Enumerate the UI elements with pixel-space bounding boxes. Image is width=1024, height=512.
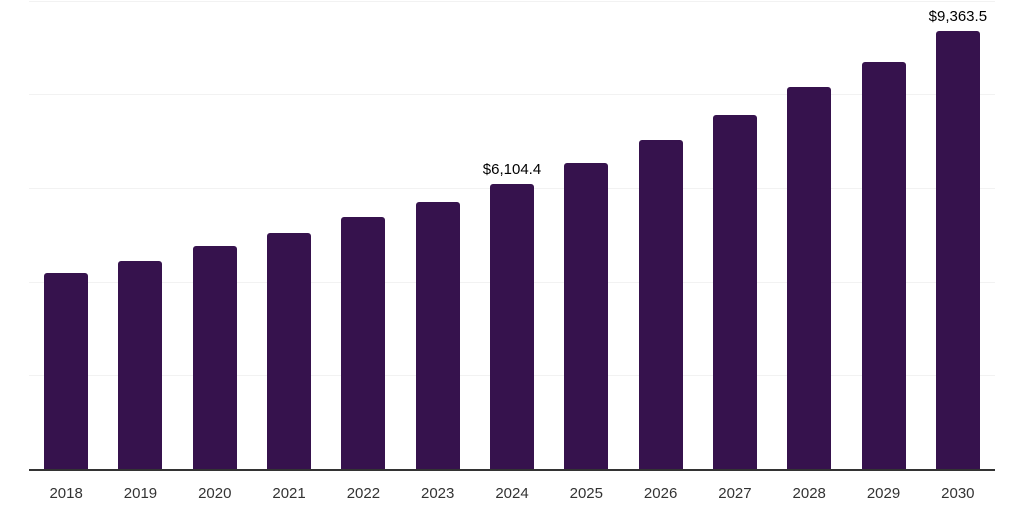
x-tick-2022: 2022 [346, 485, 381, 502]
bar-2023 [415, 201, 460, 470]
bar-2024 [490, 183, 534, 470]
bar-2030 [935, 30, 980, 470]
x-tick-2029: 2029 [866, 485, 901, 502]
data-label-2024: $6,104.4 [482, 160, 542, 178]
x-tick-2021: 2021 [272, 485, 306, 502]
x-tick-2028: 2028 [792, 485, 826, 502]
bar-2026 [638, 140, 683, 470]
x-tick-2023: 2023 [421, 485, 455, 502]
bar-2028 [787, 87, 832, 470]
x-tick-2030: 2030 [941, 485, 975, 502]
x-tick-2024: 2024 [495, 485, 529, 502]
bar-2029 [861, 62, 906, 470]
bar-2018 [44, 272, 89, 470]
bar-2022 [341, 217, 386, 470]
x-tick-2018: 2018 [49, 485, 83, 502]
data-label-2030: $9,363.5 [928, 7, 988, 25]
x-tick-2026: 2026 [643, 485, 678, 502]
gridline [29, 0, 995, 2]
x-tick-2020: 2020 [198, 485, 232, 502]
gridline [29, 94, 995, 96]
bar-2020 [192, 246, 237, 470]
bar-2021 [267, 232, 312, 470]
bar-2019 [118, 261, 163, 470]
x-tick-2019: 2019 [123, 485, 158, 502]
bar-2027 [712, 115, 757, 470]
x-tick-2025: 2025 [569, 485, 603, 502]
x-axis-line [29, 469, 995, 471]
x-tick-2027: 2027 [718, 485, 752, 502]
bar-2025 [564, 162, 609, 470]
